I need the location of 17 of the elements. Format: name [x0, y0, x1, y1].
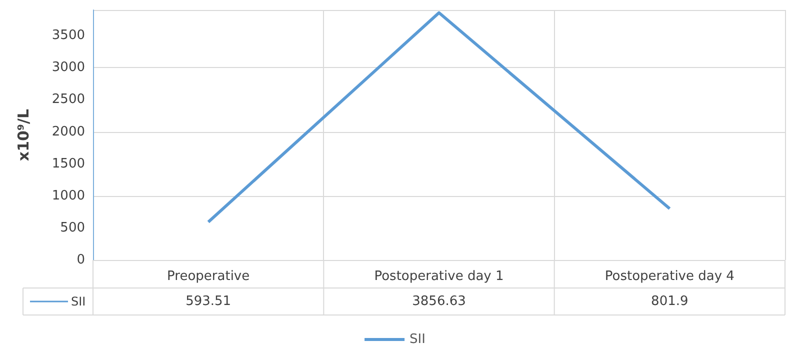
- y-tick-label: 500: [60, 220, 85, 236]
- x-tick-label: Postoperative day 1: [374, 269, 504, 284]
- y-axis-title: x10⁹/L: [14, 108, 32, 162]
- y-tick-label: 0: [76, 252, 85, 268]
- text: SII: [71, 294, 86, 308]
- data-label: 593.51: [186, 294, 232, 309]
- y-tick-label: 1000: [52, 188, 85, 204]
- data-label: 3856.63: [412, 294, 466, 309]
- legend-label: SII: [410, 332, 426, 347]
- y-tick-label: 3000: [52, 60, 85, 76]
- data-label: 801.9: [651, 294, 688, 309]
- x-tick-label: Preoperative: [167, 269, 250, 284]
- y-tick-label: 3500: [52, 28, 85, 44]
- y-tick-label: 1500: [52, 156, 85, 172]
- y-tick-label: 2500: [52, 92, 85, 108]
- x-tick-label: Postoperative day 4: [604, 269, 734, 284]
- y-tick-label: 2000: [52, 124, 85, 140]
